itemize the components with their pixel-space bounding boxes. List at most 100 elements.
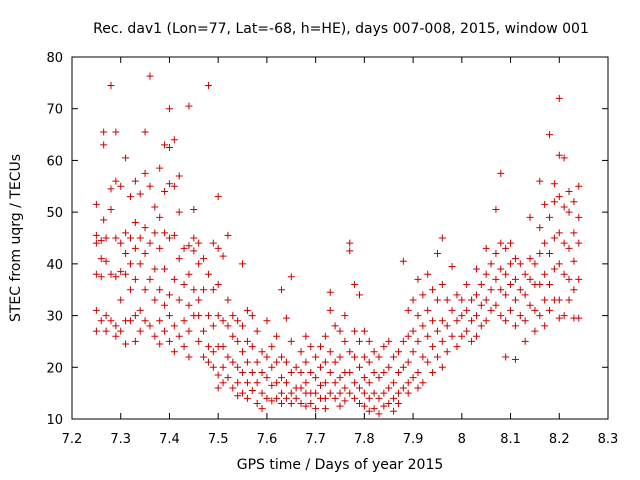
data-point xyxy=(151,203,159,211)
data-point xyxy=(487,260,495,268)
data-point xyxy=(268,363,276,371)
data-point xyxy=(507,281,515,289)
data-point xyxy=(463,306,471,314)
data-point xyxy=(224,374,232,382)
data-point xyxy=(170,182,178,190)
data-point xyxy=(312,353,320,361)
data-point xyxy=(100,128,108,136)
data-point xyxy=(219,317,227,325)
data-point xyxy=(550,234,558,242)
data-point xyxy=(312,374,320,382)
data-point xyxy=(131,337,139,345)
data-point xyxy=(507,239,515,247)
data-point xyxy=(302,332,310,340)
data-point xyxy=(122,154,130,162)
data-point xyxy=(429,317,437,325)
data-point xyxy=(146,182,154,190)
data-point xyxy=(355,363,363,371)
data-point xyxy=(100,141,108,149)
data-point xyxy=(165,312,173,320)
data-point xyxy=(482,296,490,304)
data-point xyxy=(175,296,183,304)
data-point xyxy=(117,296,125,304)
data-point xyxy=(355,291,363,299)
data-point xyxy=(531,327,539,335)
data-point xyxy=(234,392,242,400)
data-point xyxy=(536,312,544,320)
data-point xyxy=(161,141,169,149)
data-point xyxy=(438,363,446,371)
data-point xyxy=(419,322,427,330)
data-point xyxy=(477,301,485,309)
data-point xyxy=(185,270,193,278)
data-point xyxy=(243,337,251,345)
data-point xyxy=(243,379,251,387)
y-tick-label: 80 xyxy=(46,51,63,66)
data-point xyxy=(229,332,237,340)
data-point xyxy=(239,389,247,397)
data-point xyxy=(560,239,568,247)
data-point xyxy=(97,273,105,281)
data-point xyxy=(409,348,417,356)
data-point xyxy=(175,255,183,263)
data-point xyxy=(433,327,441,335)
data-point xyxy=(131,312,139,320)
data-point xyxy=(112,322,120,330)
data-point xyxy=(175,172,183,180)
data-point xyxy=(170,136,178,144)
data-point xyxy=(214,371,222,379)
data-point xyxy=(170,231,178,239)
data-point xyxy=(248,343,256,351)
data-point xyxy=(365,358,373,366)
data-point xyxy=(204,343,212,351)
data-point xyxy=(307,343,315,351)
data-point xyxy=(156,164,164,172)
data-point xyxy=(97,237,105,245)
data-point xyxy=(502,244,510,252)
data-point xyxy=(136,260,144,268)
data-point xyxy=(433,250,441,258)
y-tick-label: 50 xyxy=(46,206,63,221)
data-point xyxy=(570,286,578,294)
data-point xyxy=(448,332,456,340)
data-point xyxy=(331,379,339,387)
data-point xyxy=(521,291,529,299)
data-point xyxy=(122,250,130,258)
data-point xyxy=(102,312,110,320)
data-point xyxy=(390,407,398,415)
data-point xyxy=(156,213,164,221)
data-point xyxy=(122,340,130,348)
data-point xyxy=(126,260,134,268)
data-point xyxy=(394,348,402,356)
data-point xyxy=(355,399,363,407)
data-point xyxy=(214,281,222,289)
chart-title: Rec. dav1 (Lon=77, Lat=-68, h=HE), days … xyxy=(93,21,589,37)
data-point xyxy=(180,281,188,289)
data-point xyxy=(511,356,519,364)
data-point xyxy=(165,105,173,113)
data-point xyxy=(117,268,125,276)
data-point xyxy=(414,275,422,283)
data-point xyxy=(273,394,281,402)
data-point xyxy=(229,358,237,366)
data-point xyxy=(190,247,198,255)
data-point xyxy=(375,410,383,418)
data-point xyxy=(141,317,149,325)
data-point xyxy=(492,301,500,309)
data-point xyxy=(219,343,227,351)
data-point xyxy=(224,296,232,304)
data-point xyxy=(239,368,247,376)
data-point xyxy=(141,128,149,136)
data-point xyxy=(195,239,203,247)
data-point xyxy=(224,231,232,239)
x-tick-label: 7.3 xyxy=(110,432,131,447)
data-point xyxy=(468,317,476,325)
data-point xyxy=(336,389,344,397)
data-point xyxy=(312,405,320,413)
data-point xyxy=(492,250,500,258)
data-point xyxy=(282,358,290,366)
data-point xyxy=(302,358,310,366)
data-point xyxy=(180,244,188,252)
data-point xyxy=(297,384,305,392)
data-point xyxy=(326,288,334,296)
